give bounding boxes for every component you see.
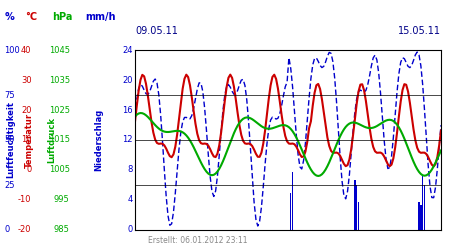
Bar <box>356 185 357 230</box>
Text: 25: 25 <box>4 180 15 190</box>
Text: 0: 0 <box>4 226 10 234</box>
Text: Temperatur: Temperatur <box>25 112 34 168</box>
Text: Niederschlag: Niederschlag <box>94 109 104 171</box>
Text: 1015: 1015 <box>49 136 70 144</box>
Text: 100: 100 <box>4 46 20 54</box>
Text: 0: 0 <box>127 226 133 234</box>
Bar <box>420 205 422 230</box>
Bar <box>424 185 425 230</box>
Text: 30: 30 <box>21 76 32 84</box>
Text: 985: 985 <box>54 226 70 234</box>
Text: 1005: 1005 <box>49 166 70 174</box>
Bar <box>354 180 356 230</box>
Text: 12: 12 <box>122 136 133 144</box>
Text: 1035: 1035 <box>49 76 70 84</box>
Text: °C: °C <box>25 12 37 22</box>
Text: 4: 4 <box>127 196 133 204</box>
Text: 20: 20 <box>21 106 32 114</box>
Text: 24: 24 <box>122 46 133 54</box>
Bar <box>358 202 359 230</box>
Text: 50: 50 <box>4 136 15 144</box>
Text: Luftfeuchtigkeit: Luftfeuchtigkeit <box>7 102 16 178</box>
Bar <box>422 175 423 230</box>
Bar <box>290 194 292 230</box>
Text: 0: 0 <box>26 166 32 174</box>
Text: 20: 20 <box>122 76 133 84</box>
Text: %: % <box>4 12 14 22</box>
Text: 15.05.11: 15.05.11 <box>398 26 441 36</box>
Text: 1045: 1045 <box>49 46 70 54</box>
Text: -10: -10 <box>18 196 32 204</box>
Text: 16: 16 <box>122 106 133 114</box>
Text: -20: -20 <box>18 226 32 234</box>
Text: 1025: 1025 <box>49 106 70 114</box>
Text: Luftdruck: Luftdruck <box>47 117 56 163</box>
Text: 995: 995 <box>54 196 70 204</box>
Text: Erstellt: 06.01.2012 23:11: Erstellt: 06.01.2012 23:11 <box>148 236 248 245</box>
Text: 8: 8 <box>127 166 133 174</box>
Text: 10: 10 <box>21 136 32 144</box>
Text: hPa: hPa <box>52 12 72 22</box>
Text: 40: 40 <box>21 46 32 54</box>
Text: 09.05.11: 09.05.11 <box>135 26 178 36</box>
Text: 75: 75 <box>4 90 15 100</box>
Bar <box>418 202 420 230</box>
Bar <box>292 172 293 230</box>
Text: mm/h: mm/h <box>86 12 116 22</box>
